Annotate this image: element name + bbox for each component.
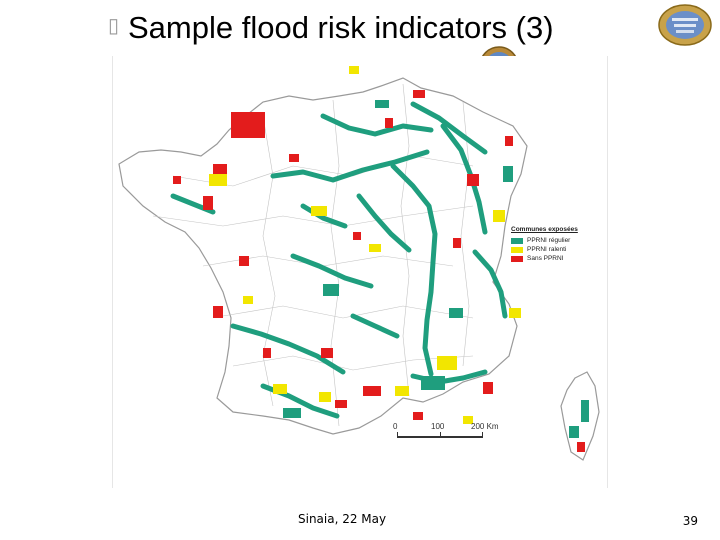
scale-label-0: 0: [393, 422, 398, 431]
exposed-communes-no-plan: [173, 90, 585, 452]
legend-item-no-plan: Sans PPRNI: [511, 254, 603, 263]
flood-risk-map: Communes exposées PPRNI régulier PPRNI r…: [112, 56, 608, 488]
map-legend: Communes exposées PPRNI régulier PPRNI r…: [511, 226, 603, 282]
legend-swatch-yellow: [511, 246, 523, 253]
logo-emblem-large: [658, 4, 712, 46]
slide-footer: Sinaia, 22 May: [298, 512, 387, 526]
scale-label-200: 200 Km: [471, 422, 499, 431]
legend-label-regulated: PPRNI régulier: [527, 237, 571, 244]
exposed-communes-regulated-patches: [283, 100, 589, 438]
scale-tick-100: [440, 432, 441, 438]
title-bullet-mark: ▯: [108, 15, 120, 37]
scale-tick-0: [397, 432, 398, 438]
legend-item-regulated: PPRNI régulier: [511, 236, 603, 245]
scale-label-100: 100: [431, 422, 445, 431]
legend-title: Communes exposées: [511, 226, 578, 233]
legend-label-slowed: PPRNI ralenti: [527, 246, 567, 253]
scale-tick-200: [482, 432, 483, 438]
page-number: 39: [682, 514, 698, 528]
legend-item-slowed: PPRNI ralenti: [511, 245, 603, 254]
map-scale-bar: 0 100 200 Km: [393, 422, 513, 442]
france-map-graphic: [118, 66, 600, 461]
exposed-communes-slowed: [209, 66, 521, 424]
legend-label-no-plan: Sans PPRNI: [527, 255, 564, 262]
legend-swatch-green: [511, 237, 523, 244]
slide-title: Sample flood risk indicators (3): [128, 10, 554, 45]
legend-swatch-red: [511, 255, 523, 262]
